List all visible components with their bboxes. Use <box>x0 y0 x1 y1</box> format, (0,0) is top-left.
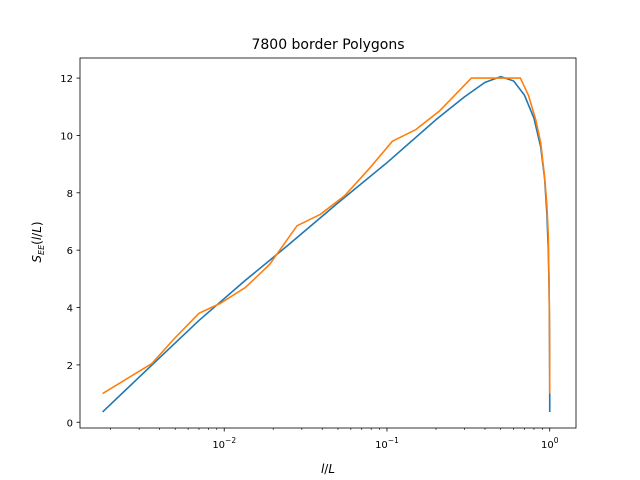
y-axis-label: SEE(l/L) <box>30 221 46 262</box>
x-tick-label-base: 10 <box>212 440 225 451</box>
y-axis-label-base: S <box>30 255 44 263</box>
y-tick-label: 10 <box>60 131 73 142</box>
x-tick-label-exponent: −2 <box>225 436 236 445</box>
chart-title: 7800 border Polygons <box>251 37 404 53</box>
y-axis-label-sub: EE <box>37 244 46 255</box>
y-axis-label-sep: / <box>30 232 44 237</box>
x-axis-ticks: 10−2 10−1 100 <box>110 428 559 451</box>
y-tick-label: 4 <box>67 304 73 315</box>
x-axis-label: l/L <box>321 462 335 476</box>
x-axis-label-var: l <box>321 462 325 476</box>
x-tick-label-exponent: 0 <box>554 436 559 445</box>
x-tick-label-base: 10 <box>541 440 554 451</box>
y-axis-label-close: ) <box>30 221 44 226</box>
x-tick-label-base: 10 <box>375 440 388 451</box>
axes-frame <box>79 57 577 429</box>
x-axis-label-den: L <box>328 462 335 476</box>
y-axis-label-var: l <box>30 236 44 240</box>
y-tick-label: 8 <box>67 189 73 200</box>
series-line-2 <box>102 77 551 395</box>
x-tick-label: 100 <box>541 436 559 451</box>
y-axis-label-den: L <box>30 226 44 233</box>
x-tick-label: 10−2 <box>212 436 236 451</box>
y-tick-label: 6 <box>67 246 73 257</box>
x-axis-label-sep: / <box>324 462 329 476</box>
y-tick-label: 2 <box>67 361 73 372</box>
series-layer <box>102 75 551 413</box>
plot-area <box>79 57 577 429</box>
y-axis-label-open: ( <box>30 240 44 245</box>
y-axis-ticks: 0 2 4 6 8 10 12 <box>60 74 80 429</box>
y-tick-label: 12 <box>60 74 73 85</box>
x-tick-label: 10−1 <box>375 436 399 451</box>
y-tick-label: 0 <box>67 418 73 429</box>
x-tick-label-exponent: −1 <box>388 436 399 445</box>
